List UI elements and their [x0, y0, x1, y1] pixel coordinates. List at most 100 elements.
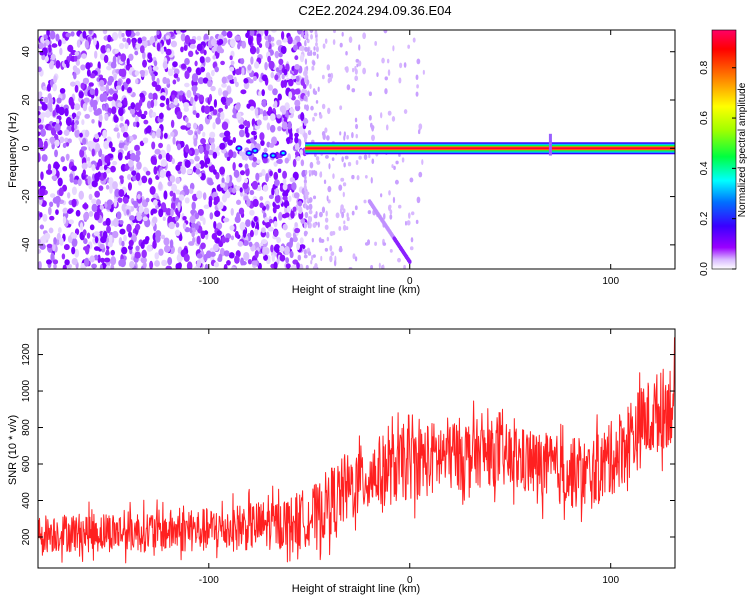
heatmap-cell [312, 222, 317, 228]
heatmap-cell [135, 78, 139, 85]
heatmap-cell [88, 30, 93, 35]
heatmap-cell [316, 53, 319, 59]
heatmap-cell [300, 78, 306, 86]
heatmap-cell [404, 220, 408, 226]
heatmap-cell [69, 81, 76, 87]
heatmap-cell [286, 183, 293, 191]
heatmap-cell [384, 76, 388, 81]
heatmap-cell [52, 83, 57, 92]
heatmap-cell [93, 254, 99, 261]
heatmap-cell [131, 170, 137, 176]
heatmap-cell [79, 221, 84, 231]
heatmap-cell [174, 215, 179, 222]
heatmap-cell [242, 229, 247, 238]
heatmap-cell [148, 65, 152, 75]
heatmap-cell [100, 44, 107, 54]
heatmap-cell [194, 60, 198, 67]
heatmap-cell [156, 30, 160, 36]
heatmap-cell [236, 212, 241, 221]
heatmap-cell [221, 177, 225, 185]
heatmap-cell [265, 203, 270, 210]
heatmap-cell [278, 64, 283, 70]
heatmap-cell [352, 67, 355, 73]
heatmap-cell [152, 240, 157, 249]
heatmap-cell [312, 195, 317, 200]
heatmap-cell [220, 96, 227, 104]
heatmap-cell [230, 235, 235, 241]
heatmap-cell [49, 136, 56, 144]
colorbar: 0.0 0.2 0.4 0.6 0.8 Normalized spectral ampl… [699, 29, 748, 276]
heatmap-cell [71, 198, 77, 208]
heatmap-cell [238, 66, 242, 75]
heatmap-cell [209, 131, 216, 139]
heatmap-x-ticks: -100 0 100 [199, 30, 619, 287]
heatmap-cell [160, 234, 166, 240]
heatmap-cell [264, 216, 269, 223]
heatmap-cell [298, 263, 304, 269]
heatmap-cell [254, 124, 261, 130]
heatmap-cell [269, 170, 273, 177]
heatmap-cell [188, 50, 194, 58]
heatmap-cell [57, 39, 62, 47]
snr-xtick-label: 100 [602, 575, 619, 586]
heatmap-cell [312, 116, 315, 122]
heatmap-cell [389, 209, 393, 215]
heatmap-cell [112, 218, 119, 228]
heatmap-cell [245, 132, 250, 138]
heatmap-cell [119, 42, 125, 50]
heatmap-cell [381, 57, 385, 64]
heatmap-cell [158, 181, 163, 190]
heatmap-cell [321, 74, 325, 80]
heatmap-cell [271, 36, 275, 42]
heatmap-cell [222, 90, 229, 97]
heatmap-cell [276, 237, 282, 244]
heatmap-cell [296, 30, 303, 35]
heatmap-cell [254, 107, 259, 117]
heatmap-cell [343, 220, 346, 225]
heatmap-cell [38, 180, 42, 187]
heatmap-cell [253, 149, 257, 152]
heatmap-cell [220, 111, 225, 121]
heatmap-cell [248, 241, 253, 247]
heatmap-cell [347, 161, 352, 167]
heatmap-cell [136, 193, 141, 200]
heatmap-cell [299, 149, 303, 156]
heatmap-cell [417, 129, 421, 135]
heatmap-cell [246, 103, 252, 109]
heatmap-cell [309, 161, 314, 169]
heatmap-cell [142, 261, 147, 269]
heatmap-cell [55, 118, 60, 125]
heatmap-cell [312, 51, 317, 56]
heatmap-cell [319, 114, 323, 119]
heatmap-cell [294, 136, 299, 144]
heatmap-cell [102, 171, 107, 179]
heatmap-cell [59, 87, 66, 94]
heatmap-cell [279, 105, 287, 113]
heatmap-cell [239, 221, 246, 231]
heatmap-cell [226, 31, 233, 39]
heatmap-cell [89, 141, 96, 151]
heatmap-cell [103, 164, 108, 170]
heatmap-cell [239, 170, 246, 176]
heatmap-cell [258, 172, 263, 178]
heatmap-cell [129, 260, 135, 269]
snr-x-ticks: -100 0 100 [199, 329, 619, 586]
heatmap-cell [325, 154, 329, 159]
heatmap-cell [110, 61, 117, 69]
heatmap-ytick-label: -20 [21, 189, 32, 204]
heatmap-cell [255, 221, 260, 230]
heatmap-cell [43, 96, 49, 104]
heatmap-cell [267, 34, 272, 44]
heatmap-cell [258, 43, 263, 48]
heatmap-cell [106, 265, 110, 269]
heatmap-cell [88, 82, 94, 87]
heatmap-cell [199, 56, 205, 64]
heatmap-cell [303, 34, 308, 40]
heatmap-cell [338, 226, 342, 231]
snr-ytick-label: 800 [21, 419, 32, 436]
heatmap-cell [44, 232, 51, 240]
heatmap-cell [165, 48, 172, 56]
heatmap-cell [222, 136, 229, 142]
heatmap-cell [137, 37, 143, 44]
heatmap-cell [382, 264, 385, 269]
